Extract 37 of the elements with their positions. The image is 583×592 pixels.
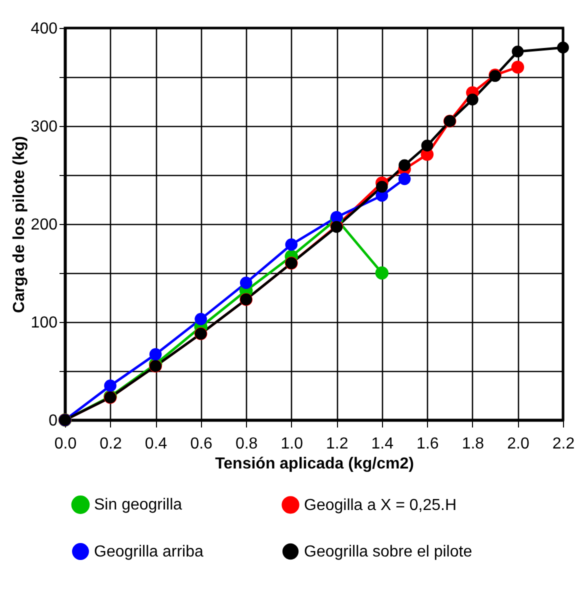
x-tick-label: 0.6 — [190, 436, 213, 452]
point — [194, 312, 207, 326]
point — [240, 276, 252, 289]
point — [398, 172, 411, 186]
x-tick-label: 0.4 — [144, 436, 168, 452]
x-tick-label: 2.0 — [507, 436, 530, 452]
point — [149, 348, 162, 360]
point — [512, 46, 524, 58]
point — [421, 140, 434, 152]
y-tick-label: 0 — [48, 412, 58, 430]
point — [376, 180, 388, 193]
x-tick-label: 0.8 — [235, 436, 258, 452]
x-tick-label: 1.4 — [371, 436, 394, 452]
legend-label: Geogrilla arriba — [94, 544, 204, 560]
y-tick-label: 400 — [30, 20, 58, 38]
y-tick-label: 300 — [30, 118, 58, 136]
legend-label: Sin geogrilla — [94, 496, 182, 514]
point — [104, 380, 116, 392]
x-tick-label: 0.0 — [54, 436, 77, 452]
x-tick-label: 1.2 — [326, 436, 348, 452]
point — [375, 266, 389, 280]
y-tick-label: 200 — [30, 216, 58, 234]
x-tick-label: 2.2 — [552, 436, 575, 452]
legend-label: Geogilla a X = 0,25.H — [304, 496, 457, 514]
point — [466, 94, 478, 106]
point — [511, 60, 524, 74]
x-axis-title: Tensión aplicada (kg/cm2) — [215, 456, 414, 472]
point — [398, 159, 410, 172]
point — [557, 42, 569, 54]
legend-label: Geogrilla sobre el pilote — [304, 544, 472, 560]
x-tick-label: 1.8 — [462, 436, 484, 452]
x-tick-label: 0.2 — [100, 436, 122, 452]
y-axis-title: Carga de los pilote (kg) — [10, 136, 28, 313]
y-tick-label: 100 — [30, 314, 58, 332]
x-tick-label: 1.0 — [280, 436, 304, 452]
x-tick-label: 1.6 — [416, 436, 439, 452]
point — [285, 238, 298, 251]
